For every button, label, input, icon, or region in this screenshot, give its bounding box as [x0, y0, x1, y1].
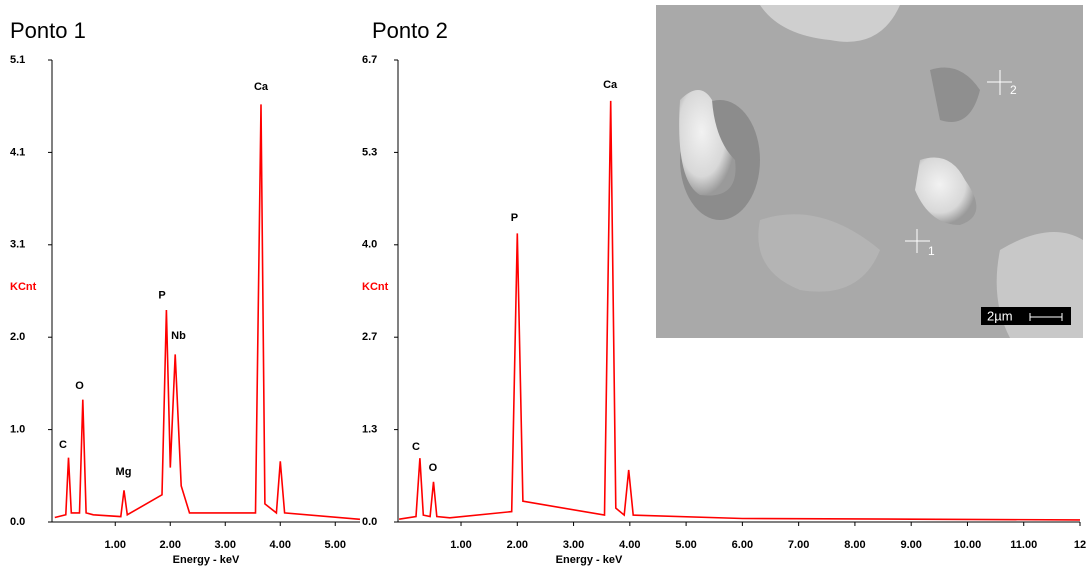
spectrum-line — [398, 100, 1081, 521]
marker-label: 2 — [1010, 83, 1017, 97]
x-tick-label: 10.00 — [954, 539, 982, 551]
x-axis-label: Energy - keV — [556, 554, 623, 566]
x-tick-label: 2.00 — [507, 539, 528, 551]
y-tick-label: 2.0 — [10, 331, 25, 343]
x-tick-label: 6.00 — [732, 539, 753, 551]
x-tick-label: 4.00 — [619, 539, 640, 551]
y-tick-label: 0.0 — [362, 516, 377, 528]
x-tick-label: 5.00 — [325, 539, 346, 551]
peak-label: Nb — [171, 330, 186, 342]
x-tick-label: 5.00 — [675, 539, 696, 551]
y-tick-label: 2.7 — [362, 331, 377, 343]
y-tick-label: 1.3 — [362, 424, 377, 436]
peak-label: Ca — [603, 79, 618, 91]
peak-label: C — [412, 441, 420, 453]
x-tick-label: 1.00 — [105, 539, 126, 551]
x-tick-label: 3.00 — [215, 539, 236, 551]
y-tick-label: 0.0 — [10, 516, 25, 528]
peak-label: P — [511, 212, 518, 224]
x-tick-label: 11.00 — [1010, 539, 1037, 551]
chart-title: Ponto 2 — [372, 18, 448, 43]
y-tick-label: 5.1 — [10, 54, 25, 66]
x-tick-label: 1.00 — [450, 539, 471, 551]
peak-label: Ca — [254, 81, 269, 93]
scale-bar-label: 2µm — [987, 308, 1013, 323]
x-tick-label: 4.00 — [270, 539, 291, 551]
x-tick-label: 12 — [1074, 539, 1086, 551]
chart-title: Ponto 1 — [10, 18, 86, 43]
x-tick-label: 8.00 — [844, 539, 865, 551]
x-tick-label: 3.00 — [563, 539, 584, 551]
x-tick-label: 9.00 — [900, 539, 921, 551]
y-tick-label: 4.1 — [10, 146, 25, 158]
peak-label: Mg — [116, 466, 132, 478]
marker-label: 1 — [928, 244, 935, 258]
y-axis-label: KCnt — [362, 281, 389, 293]
y-tick-label: 6.7 — [362, 54, 377, 66]
y-tick-label: 4.0 — [362, 239, 377, 251]
peak-label: P — [158, 289, 165, 301]
y-axis-label: KCnt — [10, 281, 37, 293]
peak-label: O — [75, 380, 84, 392]
x-axis-label: Energy - keV — [173, 554, 240, 566]
spectrum-line — [54, 104, 361, 521]
x-tick-label: 2.00 — [160, 539, 181, 551]
peak-label: O — [429, 462, 438, 474]
y-tick-label: 1.0 — [10, 424, 25, 436]
sem-image: 1 2 2µm — [656, 5, 1083, 338]
y-tick-label: 3.1 — [10, 239, 25, 251]
y-tick-label: 5.3 — [362, 146, 377, 158]
x-tick-label: 7.00 — [788, 539, 809, 551]
peak-label: C — [59, 439, 67, 451]
